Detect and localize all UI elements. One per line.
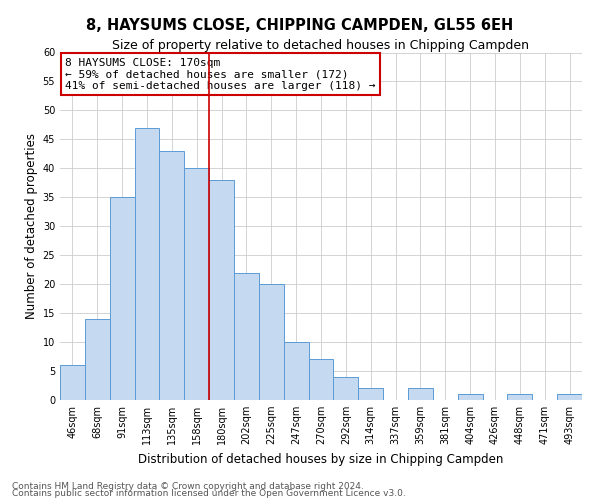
Bar bbox=[557, 394, 582, 400]
Bar bbox=[408, 388, 433, 400]
Bar bbox=[110, 198, 134, 400]
Bar bbox=[134, 128, 160, 400]
Text: Contains public sector information licensed under the Open Government Licence v3: Contains public sector information licen… bbox=[12, 489, 406, 498]
Bar bbox=[508, 394, 532, 400]
Bar bbox=[209, 180, 234, 400]
Bar bbox=[308, 360, 334, 400]
Bar bbox=[184, 168, 209, 400]
Bar bbox=[160, 151, 184, 400]
Bar bbox=[358, 388, 383, 400]
Text: Contains HM Land Registry data © Crown copyright and database right 2024.: Contains HM Land Registry data © Crown c… bbox=[12, 482, 364, 491]
X-axis label: Distribution of detached houses by size in Chipping Campden: Distribution of detached houses by size … bbox=[139, 452, 503, 466]
Bar bbox=[234, 272, 259, 400]
Bar bbox=[334, 377, 358, 400]
Bar bbox=[85, 319, 110, 400]
Bar bbox=[259, 284, 284, 400]
Bar bbox=[60, 365, 85, 400]
Bar bbox=[458, 394, 482, 400]
Bar bbox=[284, 342, 308, 400]
Text: 8 HAYSUMS CLOSE: 170sqm
← 59% of detached houses are smaller (172)
41% of semi-d: 8 HAYSUMS CLOSE: 170sqm ← 59% of detache… bbox=[65, 58, 376, 91]
Y-axis label: Number of detached properties: Number of detached properties bbox=[25, 133, 38, 320]
Text: 8, HAYSUMS CLOSE, CHIPPING CAMPDEN, GL55 6EH: 8, HAYSUMS CLOSE, CHIPPING CAMPDEN, GL55… bbox=[86, 18, 514, 32]
Title: Size of property relative to detached houses in Chipping Campden: Size of property relative to detached ho… bbox=[113, 40, 530, 52]
